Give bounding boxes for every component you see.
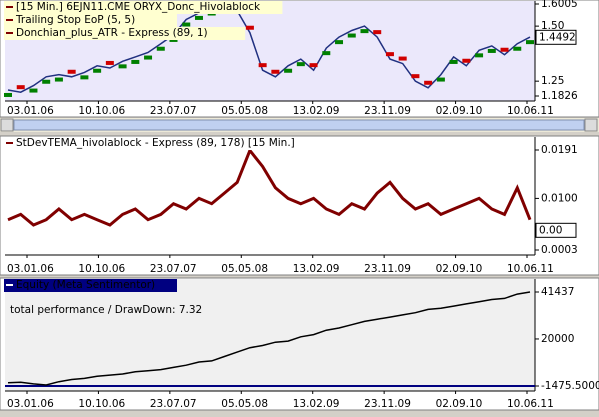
x-tick-label: 02.09.10 — [436, 263, 483, 275]
stop-marker — [360, 29, 369, 34]
x-tick-label: 02.09.10 — [436, 105, 483, 117]
x-tick-label: 10.10.06 — [78, 263, 125, 275]
legend-entry: Equity (Meta Sentimentor) — [16, 279, 155, 291]
scroll-thumb[interactable] — [13, 119, 585, 131]
y-tick-label: 1.6005 — [541, 0, 578, 10]
x-tick-label: 10.06.11 — [507, 263, 554, 275]
y-tick-label: 1.50 — [541, 20, 564, 32]
stop-marker — [513, 46, 522, 51]
series-line — [7, 5, 531, 93]
x-tick-label: 10.06.11 — [507, 398, 554, 410]
series-line — [7, 291, 531, 386]
x-tick-label: 23.11.09 — [364, 105, 411, 117]
stop-marker — [436, 77, 445, 82]
legend-bg — [4, 279, 177, 292]
x-tick-label: 10.10.06 — [78, 105, 125, 117]
legend-entry: Trailing Stop EoP (5, 5) — [15, 14, 135, 26]
legend-bg — [4, 1, 283, 14]
stop-marker — [526, 40, 534, 45]
stop-marker — [309, 63, 318, 68]
legend-entry: Donchian_plus_ATR - Express (89, 1) — [16, 27, 208, 39]
y-tick-label: 0.0003 — [541, 244, 578, 256]
x-tick-label: 23.11.09 — [364, 398, 411, 410]
y-tick-label: -1475.5000 — [541, 380, 599, 392]
x-tick-label: 05.05.08 — [221, 263, 268, 275]
annotation: total performance / DrawDown: 7.32 — [10, 304, 202, 316]
stop-marker — [118, 64, 127, 69]
x-tick-label: 05.05.08 — [221, 105, 268, 117]
legend-bg — [4, 14, 177, 27]
stop-marker — [347, 33, 356, 38]
stop-marker — [487, 48, 496, 53]
series-line — [7, 147, 532, 227]
plot-area — [5, 137, 535, 255]
stop-marker — [271, 69, 280, 74]
legend-entry: [15 Min.] 6EJN11.CME ORYX_Donc_Hivolablo… — [16, 1, 261, 13]
legend-bg — [4, 27, 246, 40]
x-tick-label: 05.05.08 — [221, 398, 268, 410]
plot-area — [5, 279, 535, 391]
last-value-box — [535, 222, 577, 238]
x-tick-label: 03.01.06 — [7, 105, 54, 117]
x-tick-label: 13.02.09 — [293, 263, 340, 275]
stop-marker — [284, 68, 293, 73]
x-tick-label: 03.01.06 — [7, 263, 54, 275]
stop-marker — [4, 92, 12, 97]
last-value-label: 1.4492 — [539, 31, 576, 43]
legend: [15 Min.] 6EJN11.CME ORYX_Donc_Hivolablo… — [4, 1, 283, 40]
legend: StDevTEMA_hivolablock - Express (89, 178… — [4, 137, 345, 150]
y-tick-label: 0.0191 — [541, 144, 578, 156]
x-tick-label: 03.01.06 — [7, 398, 54, 410]
stop-marker — [182, 22, 191, 27]
stop-marker — [194, 15, 203, 20]
x-tick-label: 13.02.09 — [293, 105, 340, 117]
x-tick-label: 13.02.09 — [293, 398, 340, 410]
stop-marker — [322, 51, 331, 56]
x-tick-label: 10.06.11 — [507, 105, 554, 117]
stop-marker — [29, 88, 38, 93]
stop-marker — [462, 58, 471, 63]
y-tick-label: 41437 — [541, 286, 574, 298]
stop-marker — [258, 63, 267, 68]
stop-marker — [449, 59, 458, 64]
stop-marker — [80, 75, 89, 80]
stop-marker — [500, 47, 509, 52]
stop-marker — [54, 77, 63, 82]
scroll-right[interactable] — [584, 118, 598, 132]
stop-marker — [296, 62, 305, 67]
y-tick-label: 0.0100 — [541, 192, 578, 204]
stop-marker — [144, 55, 153, 60]
x-tick-label: 23.11.09 — [364, 263, 411, 275]
last-value-box — [535, 29, 577, 45]
scroll-left[interactable] — [0, 118, 14, 132]
y-tick-label: 1.25 — [541, 75, 564, 87]
y-tick-label: 1.1826 — [541, 90, 578, 102]
x-tick-label: 23.07.07 — [150, 105, 197, 117]
legend-bg — [4, 137, 345, 150]
stop-marker — [67, 69, 76, 74]
stop-marker — [411, 74, 420, 79]
y-tick-label: 20000 — [541, 333, 574, 345]
last-value-label: 0.00 — [539, 224, 562, 236]
stop-marker — [385, 52, 394, 57]
legend-entry: StDevTEMA_hivolablock - Express (89, 178… — [16, 137, 295, 149]
stop-marker — [16, 85, 25, 90]
x-tick-label: 02.09.10 — [436, 398, 483, 410]
x-tick-label: 23.07.07 — [150, 263, 197, 275]
stop-marker — [105, 60, 114, 65]
stop-marker — [245, 25, 254, 30]
stop-marker — [156, 46, 165, 51]
stop-marker — [424, 80, 433, 85]
stop-marker — [131, 59, 140, 64]
stop-marker — [398, 56, 407, 61]
stop-marker — [475, 53, 484, 58]
x-tick-label: 23.07.07 — [150, 398, 197, 410]
stop-marker — [335, 40, 344, 45]
legend: Equity (Meta Sentimentor) — [4, 279, 177, 292]
stop-marker — [93, 68, 102, 73]
stop-marker — [373, 30, 382, 35]
x-tick-label: 10.10.06 — [78, 398, 125, 410]
stop-marker — [42, 79, 51, 84]
